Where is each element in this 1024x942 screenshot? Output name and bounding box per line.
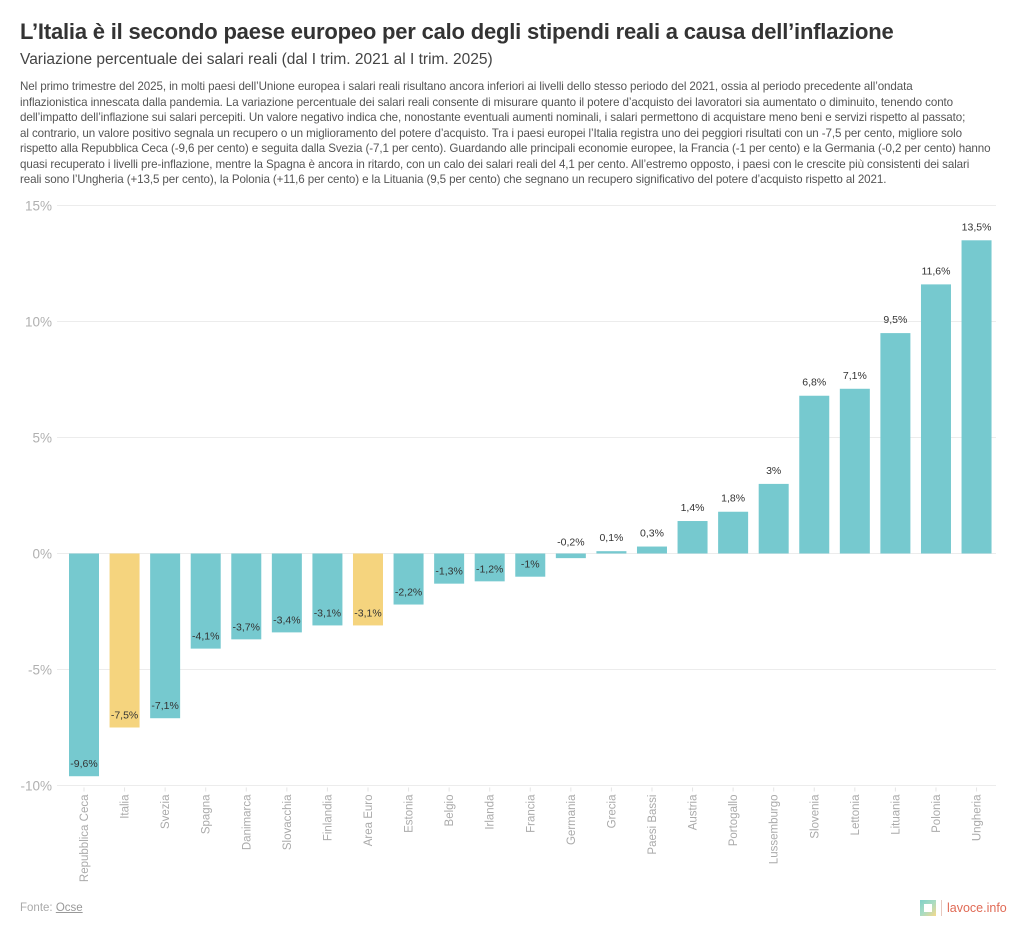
y-tick-label: 5% — [32, 431, 52, 446]
bar[interactable] — [799, 395, 830, 554]
y-tick-label: 15% — [25, 199, 52, 214]
x-tick-label: Irlanda — [485, 794, 497, 830]
source-link[interactable]: Ocse — [55, 902, 83, 914]
x-tick-label: Germania — [566, 794, 578, 845]
y-tick-label: -5% — [28, 663, 52, 678]
x-axis: Repubblica Ceca Italia Svezia Spagna Danimar… — [79, 787, 984, 882]
value-label: 1,4% — [681, 502, 705, 514]
description-line: rispetto alla Repubblica Ceca (-9,6 per … — [20, 142, 991, 155]
x-tick-label: Finlandia — [322, 794, 334, 841]
gridlines — [57, 205, 996, 786]
value-label: -4,1% — [192, 631, 219, 643]
x-tick-label: Danimarca — [241, 794, 253, 850]
value-label: -3,4% — [273, 614, 300, 626]
description-line: al contrario, un valore positivo segnala… — [20, 126, 962, 140]
bar[interactable] — [596, 551, 627, 554]
bar[interactable] — [231, 553, 262, 640]
value-label: 1,8% — [721, 493, 745, 505]
x-tick-label: Spagna — [201, 794, 213, 834]
x-tick-label: Belgio — [444, 795, 456, 827]
bar[interactable] — [150, 553, 181, 719]
bar[interactable] — [920, 284, 951, 554]
x-tick-label: Repubblica Ceca — [79, 794, 91, 882]
bar[interactable] — [312, 553, 343, 626]
bar[interactable] — [515, 553, 546, 577]
bar[interactable] — [758, 483, 789, 554]
x-tick-label: Lussemburgo — [769, 795, 781, 865]
chart-title: L’Italia è il secondo paese europeo per … — [20, 19, 894, 44]
bar[interactable] — [880, 333, 911, 554]
description-line: dell’impatto dell’inflazione sui salari … — [20, 111, 966, 124]
x-tick-label: Paesi Bassi — [647, 795, 659, 855]
x-tick-label: Slovacchia — [282, 794, 294, 850]
logo-divider — [941, 900, 942, 916]
value-label: 9,5% — [883, 314, 907, 326]
x-tick-label: Portogallo — [728, 795, 740, 847]
bar[interactable] — [474, 553, 505, 582]
value-label: 6,8% — [802, 377, 826, 389]
source-note: Fonte: Ocse — [20, 902, 83, 914]
bar[interactable] — [839, 388, 870, 554]
brand-logo[interactable]: lavoce.info — [920, 898, 1007, 918]
bar[interactable] — [718, 511, 749, 554]
brand-name: lavoce.info — [947, 901, 1007, 915]
x-tick-label: Austria — [688, 794, 700, 830]
x-tick-label: Italia — [120, 794, 132, 819]
value-label: 0,3% — [640, 528, 664, 540]
y-tick-label: 10% — [25, 315, 52, 330]
y-axis: 15% 10% 5% 0% -5% -10% — [20, 199, 52, 794]
x-tick-label: Ungheria — [972, 794, 984, 841]
bar[interactable] — [271, 553, 302, 633]
x-tick-label: Polonia — [931, 794, 943, 833]
bar[interactable] — [961, 240, 992, 554]
value-label: -3,1% — [314, 607, 341, 619]
y-tick-label: -10% — [20, 779, 52, 794]
source-prefix: Fonte: — [20, 902, 56, 914]
value-label: -1,2% — [476, 563, 503, 575]
bar[interactable] — [555, 553, 586, 559]
x-tick-label: Area Euro — [363, 795, 375, 847]
value-label: -2,2% — [395, 587, 422, 599]
chart-subtitle: Variazione percentuale dei salari reali … — [20, 51, 493, 68]
x-tick-label: Svezia — [160, 794, 172, 829]
chart-description: Nel primo trimestre del 2025, in molti p… — [20, 79, 1020, 188]
bar[interactable] — [109, 553, 140, 728]
value-label: -1,3% — [435, 566, 462, 578]
x-tick-label: Grecia — [606, 794, 618, 828]
value-label: -1% — [521, 559, 540, 571]
description-line: Nel primo trimestre del 2025, in molti p… — [20, 80, 913, 93]
value-label: 0,1% — [599, 532, 623, 544]
bar[interactable] — [677, 521, 708, 554]
bar[interactable] — [393, 553, 424, 605]
description-line: reali sono l’Ungheria (+13,5 per cento),… — [20, 173, 887, 186]
description-line: inflazionistica innescata dalla pandemia… — [20, 95, 954, 109]
x-tick-label: Estonia — [404, 794, 416, 833]
value-label: -7,1% — [151, 700, 178, 712]
value-label: -7,5% — [111, 710, 138, 722]
value-label: -0,2% — [557, 537, 584, 549]
value-label: 3% — [766, 465, 781, 477]
value-label: 11,6% — [921, 265, 950, 277]
bars — [69, 240, 992, 777]
x-tick-label: Francia — [525, 794, 537, 833]
y-tick-label: 0% — [32, 547, 52, 562]
x-tick-label: Lettonia — [850, 794, 862, 836]
value-label: -3,7% — [233, 621, 260, 633]
value-label: 7,1% — [843, 370, 867, 382]
x-tick-label: Slovenia — [809, 794, 821, 839]
value-label: 13,5% — [962, 221, 992, 233]
x-tick-label: Lituania — [890, 794, 902, 835]
description-line: quasi recuperato i livelli pre-inflazion… — [20, 157, 970, 171]
bar[interactable] — [352, 553, 383, 626]
bar[interactable] — [636, 546, 667, 554]
bar[interactable] — [69, 553, 99, 777]
value-label: -9,6% — [70, 758, 97, 770]
value-label: -3,1% — [354, 607, 381, 619]
logo-square-icon — [920, 900, 936, 916]
bar[interactable] — [434, 553, 465, 584]
bar[interactable] — [190, 553, 221, 649]
value-labels: -9,6% -7,5% -7,1% -4,1% -3,7% -3,4% -3,1% -3,1%… — [70, 221, 991, 770]
